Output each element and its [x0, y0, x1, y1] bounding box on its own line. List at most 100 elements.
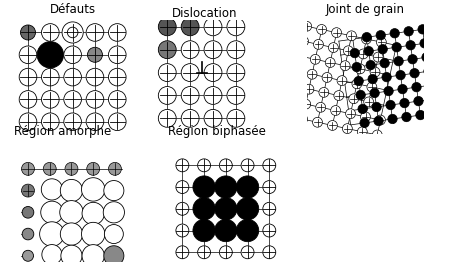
- Circle shape: [197, 159, 211, 172]
- Circle shape: [368, 74, 377, 84]
- Circle shape: [412, 83, 421, 92]
- Circle shape: [181, 41, 199, 59]
- Circle shape: [263, 246, 276, 259]
- Circle shape: [43, 162, 56, 175]
- Circle shape: [197, 246, 211, 259]
- Circle shape: [219, 159, 232, 172]
- Circle shape: [331, 105, 340, 115]
- Circle shape: [104, 180, 124, 201]
- Circle shape: [82, 245, 104, 267]
- Circle shape: [398, 84, 407, 94]
- Circle shape: [289, 81, 299, 91]
- Circle shape: [20, 25, 35, 40]
- Circle shape: [227, 87, 245, 104]
- Circle shape: [60, 223, 83, 245]
- Circle shape: [352, 62, 361, 72]
- Circle shape: [181, 87, 199, 104]
- Circle shape: [307, 69, 317, 79]
- Circle shape: [227, 109, 245, 127]
- Circle shape: [376, 30, 385, 40]
- Circle shape: [158, 64, 176, 81]
- Circle shape: [23, 250, 34, 261]
- Circle shape: [158, 18, 176, 36]
- Text: Région amorphe: Région amorphe: [14, 125, 111, 138]
- Circle shape: [215, 198, 237, 220]
- Circle shape: [22, 228, 34, 240]
- Circle shape: [408, 54, 417, 64]
- Circle shape: [388, 114, 397, 124]
- Circle shape: [104, 225, 123, 244]
- Circle shape: [263, 180, 276, 194]
- Circle shape: [414, 96, 423, 106]
- Circle shape: [396, 70, 405, 80]
- Circle shape: [372, 130, 382, 140]
- Circle shape: [67, 27, 78, 38]
- Circle shape: [361, 34, 371, 44]
- Circle shape: [21, 184, 35, 197]
- Circle shape: [41, 91, 59, 108]
- Circle shape: [343, 46, 353, 56]
- Circle shape: [384, 86, 393, 96]
- Text: Région biphasée: Région biphasée: [168, 125, 266, 138]
- Circle shape: [416, 110, 425, 120]
- Circle shape: [428, 95, 437, 104]
- Circle shape: [64, 113, 81, 131]
- Circle shape: [426, 80, 435, 90]
- Circle shape: [42, 245, 62, 265]
- Circle shape: [364, 46, 374, 56]
- Circle shape: [64, 46, 81, 64]
- Title: Joint de grain: Joint de grain: [326, 3, 405, 16]
- Circle shape: [237, 219, 259, 242]
- Circle shape: [86, 68, 104, 86]
- Circle shape: [376, 37, 386, 47]
- Circle shape: [301, 99, 311, 109]
- Circle shape: [263, 159, 276, 172]
- Circle shape: [292, 66, 302, 76]
- Circle shape: [422, 53, 431, 62]
- Circle shape: [215, 176, 237, 198]
- Circle shape: [86, 91, 104, 108]
- Circle shape: [319, 88, 329, 97]
- Circle shape: [322, 73, 332, 83]
- Circle shape: [227, 41, 245, 59]
- Circle shape: [193, 176, 215, 198]
- Circle shape: [103, 202, 124, 223]
- Circle shape: [370, 67, 380, 77]
- Circle shape: [342, 124, 352, 134]
- Circle shape: [356, 90, 365, 100]
- Circle shape: [227, 18, 245, 36]
- Circle shape: [404, 27, 413, 36]
- Circle shape: [41, 179, 63, 200]
- Circle shape: [181, 18, 199, 36]
- Circle shape: [237, 198, 259, 220]
- Circle shape: [340, 61, 350, 71]
- Circle shape: [204, 64, 222, 81]
- Circle shape: [390, 29, 400, 38]
- Circle shape: [158, 109, 176, 127]
- Circle shape: [21, 162, 35, 175]
- Circle shape: [62, 22, 83, 43]
- Circle shape: [312, 117, 322, 127]
- Circle shape: [317, 25, 326, 34]
- Circle shape: [334, 91, 344, 100]
- Circle shape: [296, 51, 305, 61]
- Circle shape: [349, 94, 359, 104]
- Circle shape: [360, 112, 370, 122]
- Circle shape: [241, 159, 254, 172]
- Circle shape: [328, 43, 338, 53]
- Circle shape: [204, 18, 222, 36]
- Circle shape: [366, 60, 375, 70]
- Circle shape: [410, 69, 419, 78]
- Circle shape: [219, 246, 232, 259]
- Circle shape: [420, 39, 429, 48]
- Circle shape: [22, 206, 34, 218]
- Circle shape: [367, 82, 377, 92]
- Circle shape: [60, 201, 83, 224]
- Circle shape: [311, 54, 320, 64]
- Circle shape: [402, 112, 411, 122]
- Circle shape: [316, 103, 326, 112]
- Circle shape: [82, 202, 104, 225]
- Circle shape: [109, 162, 121, 175]
- Circle shape: [406, 41, 415, 50]
- Circle shape: [375, 115, 385, 125]
